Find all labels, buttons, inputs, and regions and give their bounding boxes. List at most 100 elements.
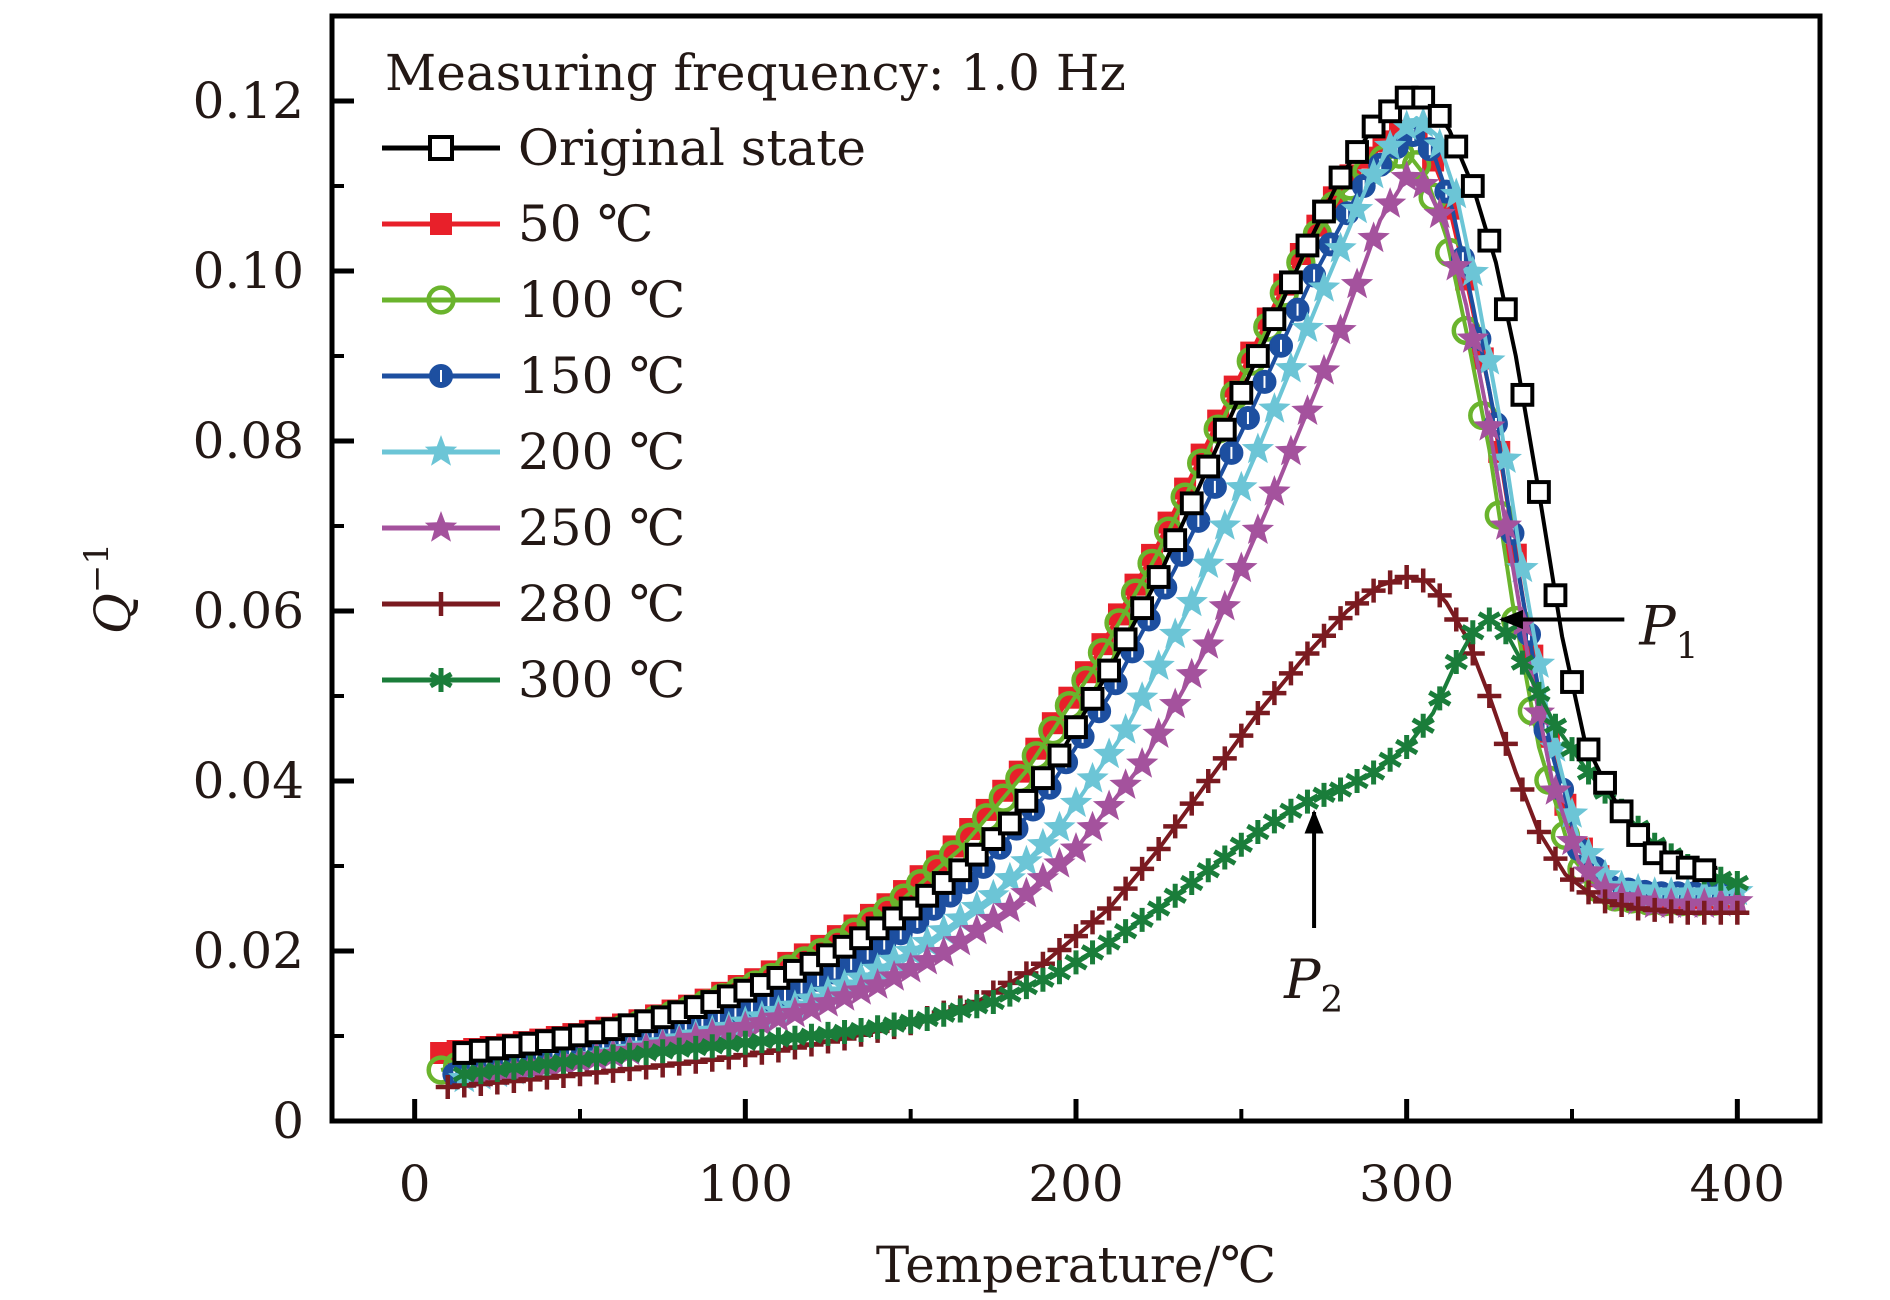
data-point: [828, 979, 861, 1011]
data-point: [1345, 140, 1369, 164]
data-point: [1159, 687, 1192, 719]
data-point: [1609, 892, 1634, 917]
data-point: [1725, 871, 1749, 895]
data-point: [424, 511, 458, 542]
x-tick-label: 0: [399, 1155, 431, 1213]
data-point: [1572, 855, 1605, 886]
data-point: [1461, 620, 1485, 645]
data-point: [1473, 343, 1506, 375]
data-point: [1378, 747, 1402, 772]
data-point: [1258, 475, 1291, 506]
legend-item: 100 ℃: [382, 271, 685, 329]
data-point: [1126, 747, 1159, 778]
data-point: [1080, 940, 1105, 965]
data-point: [993, 891, 1026, 923]
data-point: [1312, 623, 1336, 648]
data-point: [1527, 681, 1551, 706]
data-point: [1725, 900, 1750, 925]
data-point: [1493, 731, 1518, 756]
x-tick-label: 100: [698, 1155, 793, 1213]
data-point: [428, 135, 454, 161]
data-point: [894, 951, 927, 983]
data-point: [729, 1010, 762, 1042]
data-point: [944, 924, 977, 956]
y-tick-label: 0.06: [193, 582, 304, 640]
data-point: [1390, 109, 1423, 141]
data-point: [762, 1001, 795, 1032]
data-point: [993, 861, 1026, 893]
data-point: [1440, 249, 1473, 281]
data-point: [1626, 823, 1651, 847]
data-point: [1043, 846, 1076, 878]
annotation-main: P: [1638, 595, 1677, 658]
data-point: [1506, 551, 1539, 583]
data-point: [1274, 351, 1308, 383]
data-point: [1477, 228, 1502, 253]
legend-item: 150 ℃: [382, 347, 685, 405]
data-point: [1307, 353, 1341, 385]
y-tick-label: 0.10: [193, 242, 304, 300]
data-point: [429, 668, 453, 692]
data-point: [1026, 861, 1060, 893]
data-point: [1345, 769, 1369, 793]
data-point: [932, 1002, 956, 1027]
legend-item: 200 ℃: [382, 423, 685, 481]
data-point: [1225, 551, 1258, 583]
data-point: [948, 998, 972, 1023]
legend: Measuring frequency: 1.0 Hz Original sta…: [382, 44, 1126, 709]
y-axis: 0 0.02 0.04 0.06 0.08 0.10 0.12: [193, 72, 354, 1150]
data-point: [1428, 686, 1452, 711]
data-point: [1113, 627, 1138, 652]
y-tick-label: 0.04: [193, 752, 304, 810]
legend-item: 280 ℃: [382, 575, 685, 633]
data-point: [1225, 470, 1258, 502]
data-point: [1493, 297, 1518, 322]
data-point: [1609, 799, 1634, 824]
data-point: [1456, 255, 1489, 287]
data-point: [927, 913, 960, 945]
data-point: [965, 994, 989, 1019]
data-point: [1179, 491, 1204, 516]
data-point: [1295, 641, 1320, 666]
data-point: [1510, 777, 1535, 802]
data-point: [1080, 686, 1105, 711]
data-point: [1444, 650, 1468, 674]
data-point: [1444, 607, 1469, 632]
data-point: [1345, 591, 1370, 616]
data-point: [1192, 547, 1225, 578]
annotation-label: P1: [1638, 595, 1698, 668]
data-point: [1092, 789, 1126, 821]
legend-label: 50 ℃: [518, 195, 653, 253]
data-point: [429, 592, 453, 616]
y-axis-title-superscript: −1: [77, 543, 117, 593]
data-point: [1192, 628, 1225, 659]
data-point: [1560, 670, 1584, 694]
data-point: [1064, 715, 1088, 740]
legend-label: 300 ℃: [518, 651, 685, 709]
data-point: [960, 913, 993, 945]
data-point: [1477, 684, 1502, 708]
data-point: [1163, 814, 1188, 839]
y-axis-title: Q−1: [77, 543, 142, 634]
data-point: [1526, 820, 1551, 844]
data-point: [915, 1007, 939, 1031]
y-tick-label: 0.02: [193, 922, 304, 980]
annotation-subscript: 2: [1320, 980, 1343, 1021]
data-point: [430, 213, 452, 235]
legend-label: 280 ℃: [518, 575, 685, 633]
data-point: [1407, 167, 1440, 199]
data-point: [1572, 836, 1605, 868]
data-point: [1340, 192, 1374, 224]
data-point: [1593, 770, 1617, 795]
data-point: [1092, 737, 1126, 769]
data-point: [960, 890, 993, 922]
data-point: [1208, 509, 1241, 540]
data-point: [1097, 896, 1122, 921]
data-point: [1163, 528, 1188, 553]
data-point: [795, 991, 828, 1023]
y-axis-title-main: Q: [84, 593, 142, 634]
data-point: [1262, 809, 1287, 834]
data-point: [1109, 713, 1142, 744]
data-point: [1374, 129, 1407, 161]
data-point: [1146, 565, 1171, 589]
